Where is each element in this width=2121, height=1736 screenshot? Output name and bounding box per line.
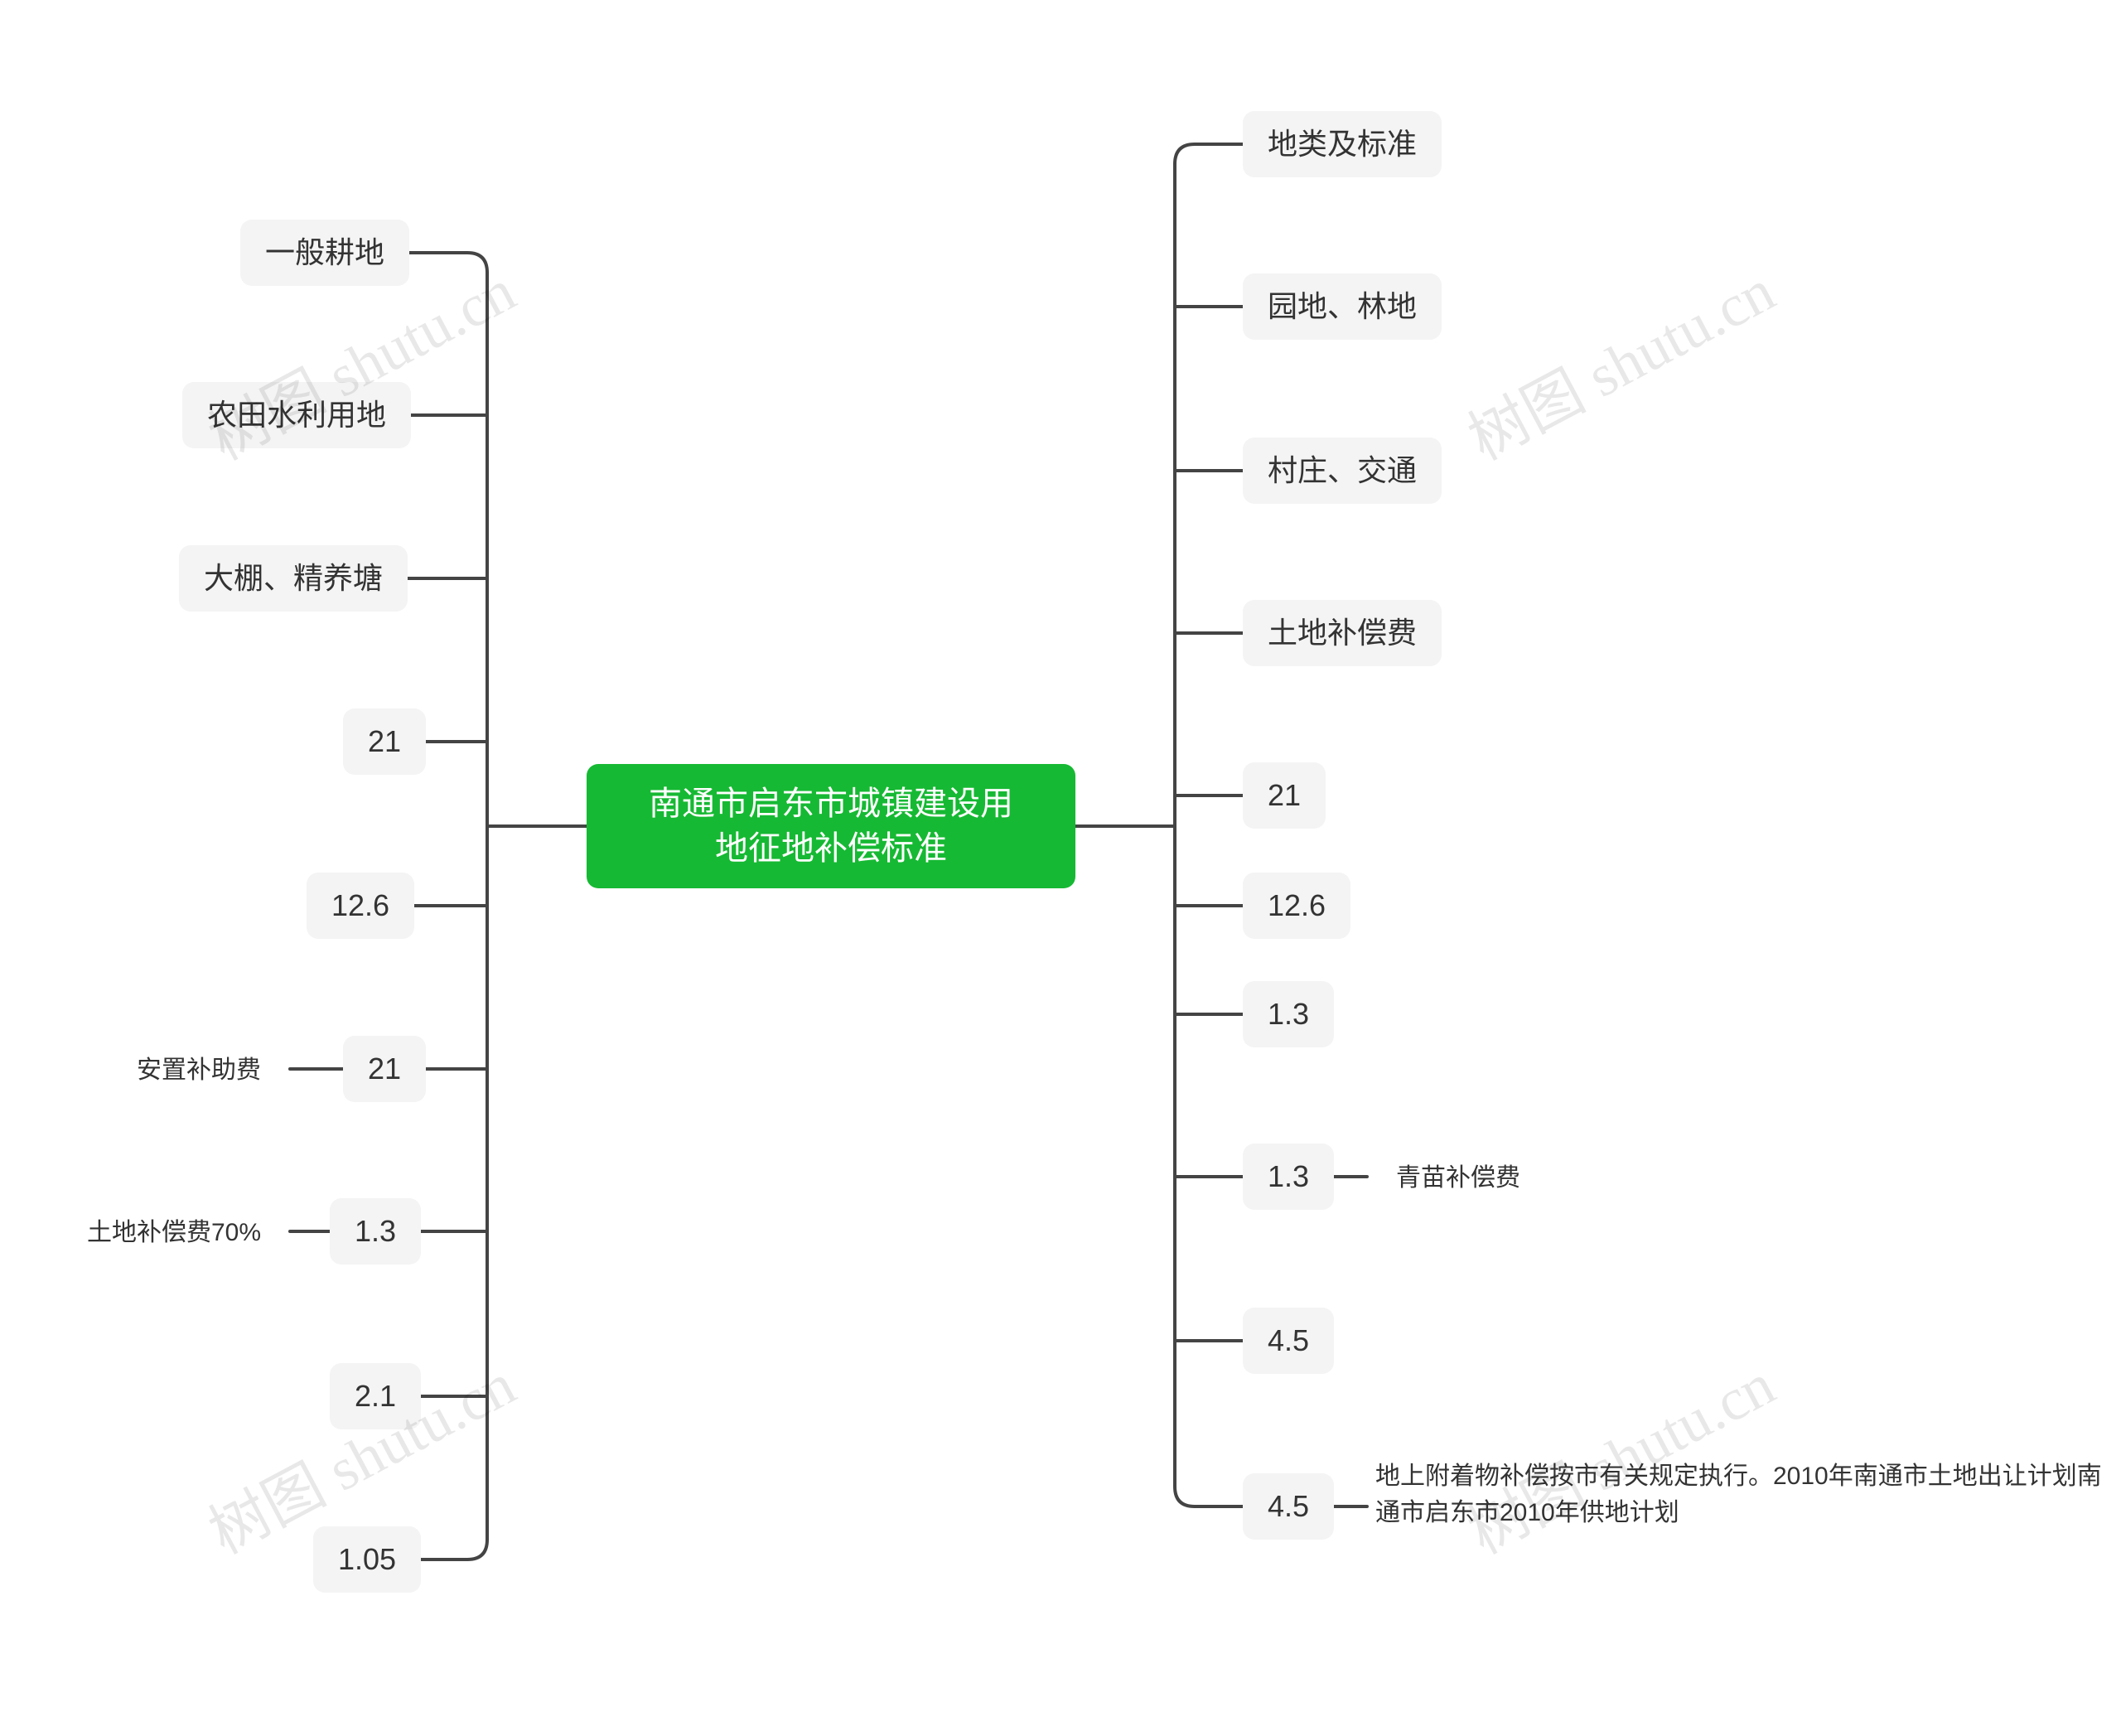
right-node-r6: 12.6 <box>1243 873 1350 939</box>
right-node-r9: 4.5 <box>1243 1308 1334 1374</box>
right-node-r7: 1.3 <box>1243 981 1334 1047</box>
left-leaf-l7: 土地补偿费70% <box>66 1215 282 1251</box>
left-node-l6: 21 <box>343 1036 426 1102</box>
right-node-r10: 4.5 <box>1243 1473 1334 1540</box>
left-node-l5: 12.6 <box>307 873 414 939</box>
left-node-l7: 1.3 <box>330 1198 421 1265</box>
right-node-r1: 地类及标准 <box>1243 111 1442 177</box>
left-node-l2: 农田水利用地 <box>182 382 411 448</box>
left-node-l1: 一般耕地 <box>240 220 409 286</box>
left-node-l8: 2.1 <box>330 1363 421 1429</box>
watermark-1: 树图 shutu.cn <box>1451 243 1787 476</box>
right-leaf-r10: 地上附着物补偿按市有关规定执行。2010年南通市土地出让计划南通市启东市2010… <box>1375 1458 2121 1530</box>
left-node-l3: 大棚、精养塘 <box>179 545 408 612</box>
right-node-r4: 土地补偿费 <box>1243 600 1442 666</box>
right-node-r5: 21 <box>1243 762 1326 829</box>
left-node-l4: 21 <box>343 708 426 775</box>
right-node-r2: 园地、林地 <box>1243 273 1442 340</box>
left-leaf-l6: 安置补助费 <box>116 1052 282 1089</box>
watermark-3: 树图 shutu.cn <box>1451 1337 1787 1570</box>
root-node: 南通市启东市城镇建设用地征地补偿标准 <box>587 764 1075 888</box>
right-node-r3: 村庄、交通 <box>1243 438 1442 504</box>
left-node-l9: 1.05 <box>313 1526 421 1593</box>
right-node-r8: 1.3 <box>1243 1144 1334 1210</box>
right-leaf-r8: 青苗补偿费 <box>1375 1160 1541 1197</box>
